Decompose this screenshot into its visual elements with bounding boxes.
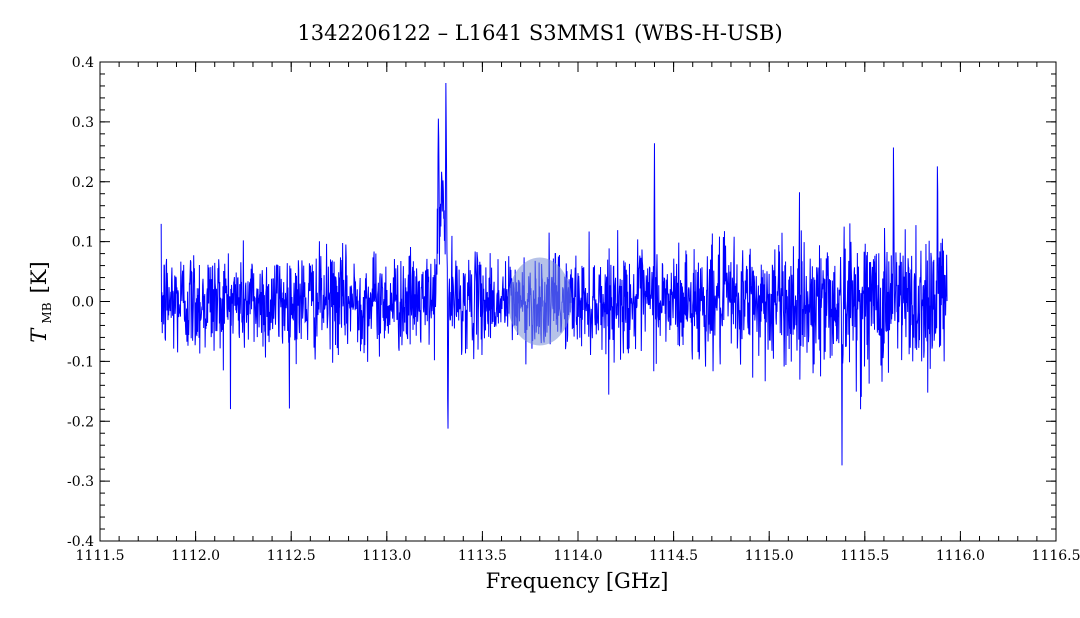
y-axis-unit: [K]	[27, 261, 51, 293]
x-tick-label: 1111.5	[76, 548, 125, 564]
x-tick-label: 1112.5	[267, 548, 316, 564]
x-tick-label: 1114.5	[649, 548, 698, 564]
plot-area: 1111.5 1112.0 1112.5 1113.0 1113.5 1114.0 1114…	[67, 55, 1080, 564]
position-marker	[507, 257, 572, 346]
y-tick-label: -0.2	[67, 414, 94, 430]
y-axis-label: T MB [K]	[27, 261, 55, 342]
x-tick-label: 1113.5	[458, 548, 507, 564]
y-tick-label: -0.4	[67, 534, 94, 550]
y-axis-subscript: MB	[40, 302, 54, 323]
chart-title: 1342206122 – L1641 S3MMS1 (WBS-H-USB)	[297, 21, 782, 45]
svg-text:T MB [K]: T MB [K]	[27, 261, 55, 342]
x-tick-label: 1116.0	[936, 548, 985, 564]
x-tick-label: 1116.5	[1032, 548, 1080, 564]
y-tick-label: 0.4	[72, 55, 94, 71]
x-tick-label: 1113.0	[362, 548, 411, 564]
x-tick-label: 1112.0	[171, 548, 220, 564]
y-tick-label: 0.3	[72, 115, 94, 131]
y-tick-label: 0.2	[72, 175, 94, 191]
x-tick-label: 1114.0	[554, 548, 603, 564]
y-tick-label: 0.1	[72, 235, 94, 251]
x-tick-label: 1115.0	[745, 548, 794, 564]
y-tick-label: 0.0	[72, 295, 94, 311]
y-tick-label: -0.1	[67, 354, 94, 370]
y-tick-label: -0.3	[67, 474, 94, 490]
x-tick-label: 1115.5	[840, 548, 889, 564]
y-axis-symbol: T	[27, 327, 51, 343]
x-axis-label: Frequency [GHz]	[486, 569, 669, 593]
